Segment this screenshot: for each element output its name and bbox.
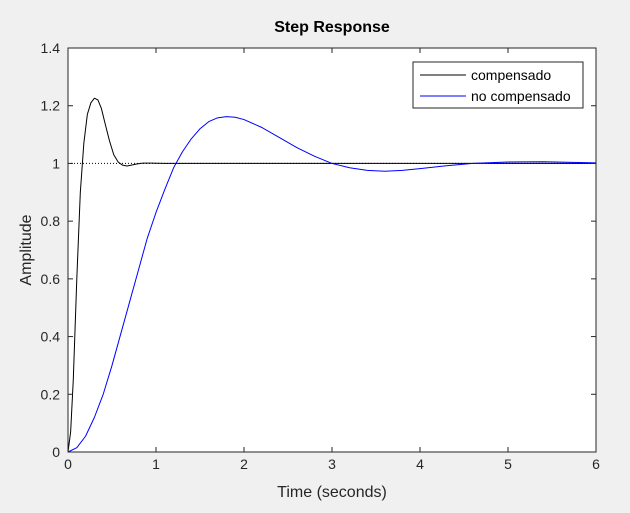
x-tick-label: 0 (64, 456, 72, 472)
plot-area (68, 48, 596, 452)
plot-title: Step Response (274, 19, 390, 36)
x-tick-label: 5 (504, 456, 512, 472)
x-tick-label: 6 (592, 456, 600, 472)
x-tick-label: 2 (240, 456, 248, 472)
y-tick-label: 0.4 (41, 329, 61, 345)
series-layer (67, 97, 597, 453)
y-tick-label: 0.8 (41, 213, 61, 229)
legend-label-no-compensado: no compensado (471, 88, 571, 104)
y-tick-label: 0 (52, 444, 60, 460)
x-tick-label: 1 (152, 456, 160, 472)
y-tick-label: 1.4 (41, 40, 61, 56)
y-tick-label: 1.2 (41, 98, 61, 114)
tick-layer: 0 1 2 3 4 5 6 0 0.2 0.4 0.6 0.8 1 1.2 1.4 (41, 40, 601, 472)
x-axis-label: Time (seconds) (277, 484, 387, 501)
y-tick-label: 0.6 (41, 271, 61, 287)
y-axis-label: Amplitude (18, 214, 35, 285)
legend-box (412, 61, 584, 109)
y-tick-label: 1 (52, 155, 60, 171)
legend-label-compensado: compensado (471, 67, 551, 83)
x-tick-label: 3 (328, 456, 336, 472)
legend[interactable]: compensado no compensado (412, 61, 584, 109)
series-line-compensado (67, 97, 596, 453)
x-tick-label: 4 (416, 456, 424, 472)
series-line-no-compensado (67, 116, 597, 453)
y-tick-label: 0.2 (41, 386, 61, 402)
